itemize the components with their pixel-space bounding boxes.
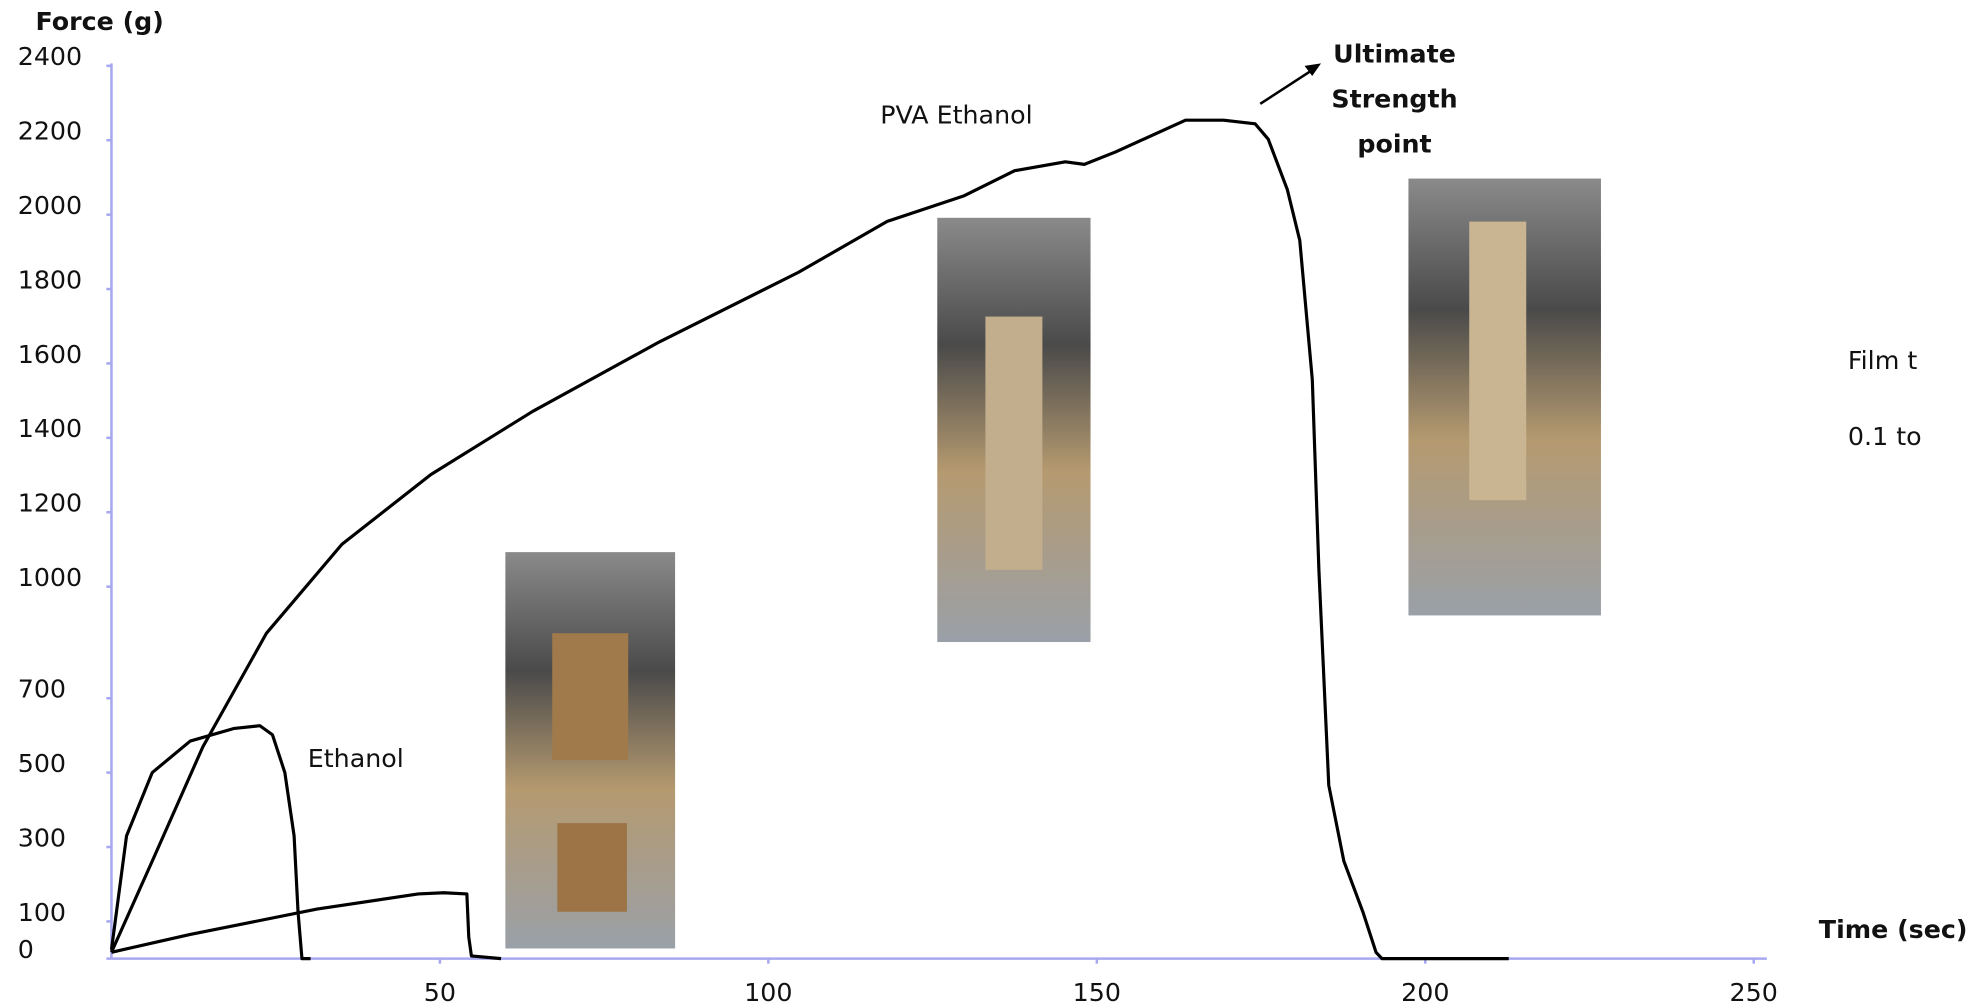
line-series	[111, 726, 310, 959]
y-tick-label: 500	[18, 748, 66, 778]
line-series	[111, 893, 501, 959]
x-tick-label: 150	[1073, 977, 1121, 1007]
annotation: Film t	[1848, 345, 1917, 375]
line-series	[111, 120, 1508, 958]
x-tick-label: 50	[424, 977, 456, 1007]
photo	[1408, 179, 1601, 616]
annotation: Strength	[1331, 84, 1457, 114]
photo	[505, 552, 675, 948]
annotation: point	[1357, 129, 1431, 159]
y-tick-label: 1200	[18, 488, 82, 518]
x-tick-label: 100	[744, 977, 792, 1007]
annotation: 0.1 to	[1848, 421, 1922, 451]
y-tick-label: 1600	[18, 339, 82, 369]
y-tick-label: 0	[18, 934, 34, 964]
x-tick-label: 200	[1401, 977, 1449, 1007]
annotation: Ultimate	[1333, 39, 1456, 69]
y-tick-label: 2400	[18, 41, 82, 71]
y-tick-label: 1400	[18, 413, 82, 443]
x-axis-title: Time (sec)	[1819, 914, 1968, 944]
y-tick-label: 1800	[18, 264, 82, 294]
y-axis-title: Force (g)	[35, 6, 163, 36]
photo	[937, 218, 1090, 642]
y-tick-label: 2000	[18, 190, 82, 220]
chart: Force (g) Time (sec) 0 100 300 500 700 1000 12…	[0, 0, 1986, 1008]
y-tick-label: 100	[18, 897, 66, 927]
series-label: Ethanol	[308, 743, 404, 773]
arrow	[1260, 68, 1314, 103]
y-tick-label: 1000	[18, 562, 82, 592]
series-label: PVA Ethanol	[880, 100, 1032, 130]
y-tick-label: 700	[18, 674, 66, 704]
y-tick-label: 300	[18, 822, 66, 852]
y-tick-label: 2200	[18, 116, 82, 146]
x-tick-label: 250	[1730, 977, 1778, 1007]
